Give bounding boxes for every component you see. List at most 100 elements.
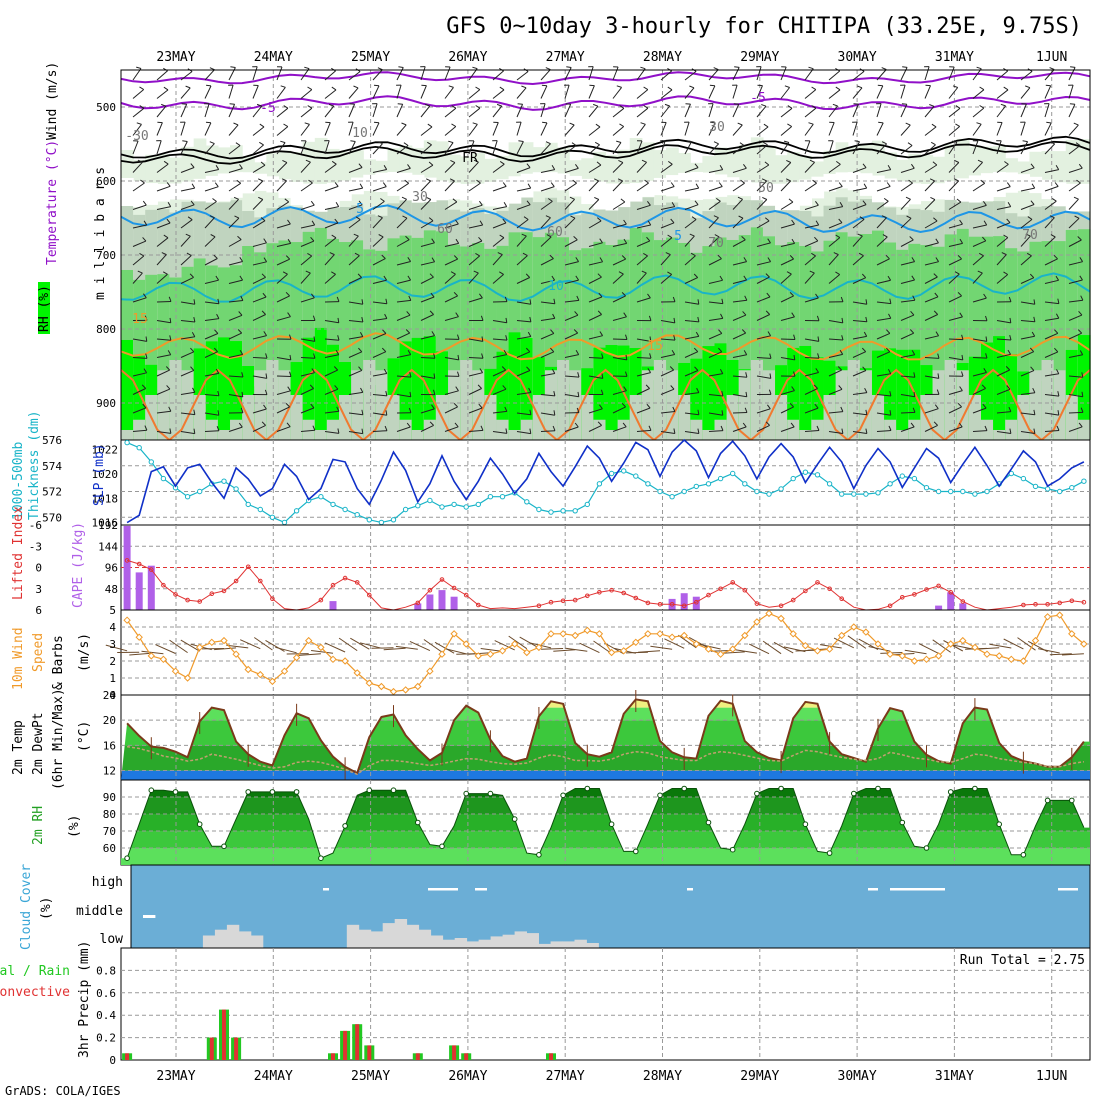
wind-tick: 0: [109, 689, 116, 702]
wind-barb-flag: [570, 215, 576, 219]
wind-barb: [492, 105, 503, 118]
li-tick: -6: [29, 519, 42, 532]
wind-barb: [780, 273, 792, 284]
date-label-bottom: 28MAY: [643, 1069, 682, 1084]
wind-barb: [852, 277, 866, 284]
wind-barb-flag: [329, 252, 335, 256]
wind-barb: [300, 107, 313, 118]
rh-band-surface: [799, 430, 813, 440]
rh-point: [269, 789, 276, 795]
wind-barb: [564, 332, 578, 340]
wind-barb: [180, 141, 188, 155]
wind-barb-flag: [358, 200, 363, 206]
rh-gap: [726, 177, 740, 196]
wind-barb: [444, 142, 454, 155]
wind-barb-flag: [473, 159, 479, 163]
wind-barb: [876, 317, 891, 321]
low-cloud-bar: [370, 931, 384, 948]
wind-speed-point: [317, 643, 325, 652]
wind-barb: [756, 408, 771, 414]
li-point: [439, 577, 445, 582]
wind-barb: [996, 411, 1011, 414]
wind-barb: [996, 222, 1011, 229]
wind-barb-flag: [833, 252, 839, 256]
wind-barb: [852, 204, 867, 210]
thickness-point: [790, 475, 796, 482]
wind-barb-flag: [765, 273, 770, 278]
rh-point: [511, 816, 518, 822]
wind-barb: [1068, 279, 1083, 284]
wind-barb-flag: [865, 316, 868, 322]
wind-barb: [180, 121, 186, 136]
wind-barb-flag: [934, 292, 939, 298]
wind-barb: [972, 68, 982, 81]
wind-barb: [732, 314, 747, 321]
wind-speed-point: [922, 655, 931, 664]
wind-barb-flag: [475, 86, 481, 91]
thickness-point: [233, 486, 239, 492]
contour-label: 70: [1022, 228, 1038, 243]
rh-gap: [145, 183, 158, 205]
wind-barb: [516, 392, 531, 395]
rh-band-surface: [750, 360, 764, 440]
wind-speed-point: [801, 641, 810, 650]
wind-barb-flag: [979, 86, 985, 91]
li-point: [924, 587, 929, 592]
wind-axis-label-3: & Barbs: [51, 635, 66, 690]
wind-barb: [924, 242, 939, 247]
rh-band-surface: [775, 395, 788, 440]
wind-barb: [804, 89, 817, 99]
wind-speed-point: [159, 655, 168, 664]
wind-barb: [540, 69, 551, 81]
surface-barb: [678, 634, 697, 649]
wind-barb-flag: [1027, 216, 1033, 220]
rh-gap: [666, 175, 679, 197]
wind-barb: [636, 89, 649, 99]
wind-barb-flag: [953, 178, 959, 182]
slp-tick: 1020: [92, 468, 119, 481]
wind-barb: [396, 145, 409, 155]
wind-barb-flag: [933, 421, 938, 426]
rh-point: [245, 789, 251, 795]
contour-minus5: [120, 95, 1091, 111]
rh-point: [633, 848, 639, 855]
wind-barb-flag: [763, 123, 769, 128]
wind-barb: [996, 105, 1006, 118]
wind-barb: [612, 201, 626, 210]
wind-barb-flag: [932, 161, 938, 166]
surface-barb: [553, 649, 576, 652]
li-point: [681, 603, 687, 609]
li-point: [730, 580, 736, 585]
wind-barb-flag: [721, 410, 724, 416]
wind-barb: [396, 279, 411, 284]
wind-barb: [828, 237, 841, 247]
wind-barb-flag: [788, 198, 794, 203]
date-label-bottom: 29MAY: [740, 1069, 779, 1084]
surface-barb: [698, 643, 721, 650]
wind-barb-flag: [215, 275, 220, 281]
thickness-point: [499, 494, 506, 500]
rh-gap: [205, 175, 219, 203]
wind-barb-flag: [1008, 296, 1012, 302]
wind-barb: [612, 316, 627, 321]
wind-barb: [804, 140, 811, 155]
rh-point: [851, 790, 857, 797]
li-point: [1033, 602, 1038, 607]
wind-barb: [252, 126, 265, 136]
wind-barb-flag: [689, 85, 695, 89]
precip-convective-bar: [234, 1037, 239, 1060]
wind-barb-flag: [479, 368, 484, 373]
wind-barb-flag: [766, 404, 771, 410]
wind-barb: [564, 375, 580, 378]
rh-gap: [278, 179, 292, 198]
wind-barb: [468, 255, 481, 266]
thickness-point: [572, 508, 578, 514]
wind-barb-flag: [646, 403, 651, 409]
low-cloud-bar: [382, 923, 396, 948]
wind-barb: [924, 261, 939, 266]
rh-legend-label: RH (%): [37, 285, 52, 332]
wind-speed-point: [183, 674, 192, 682]
wind-barb: [756, 180, 768, 192]
